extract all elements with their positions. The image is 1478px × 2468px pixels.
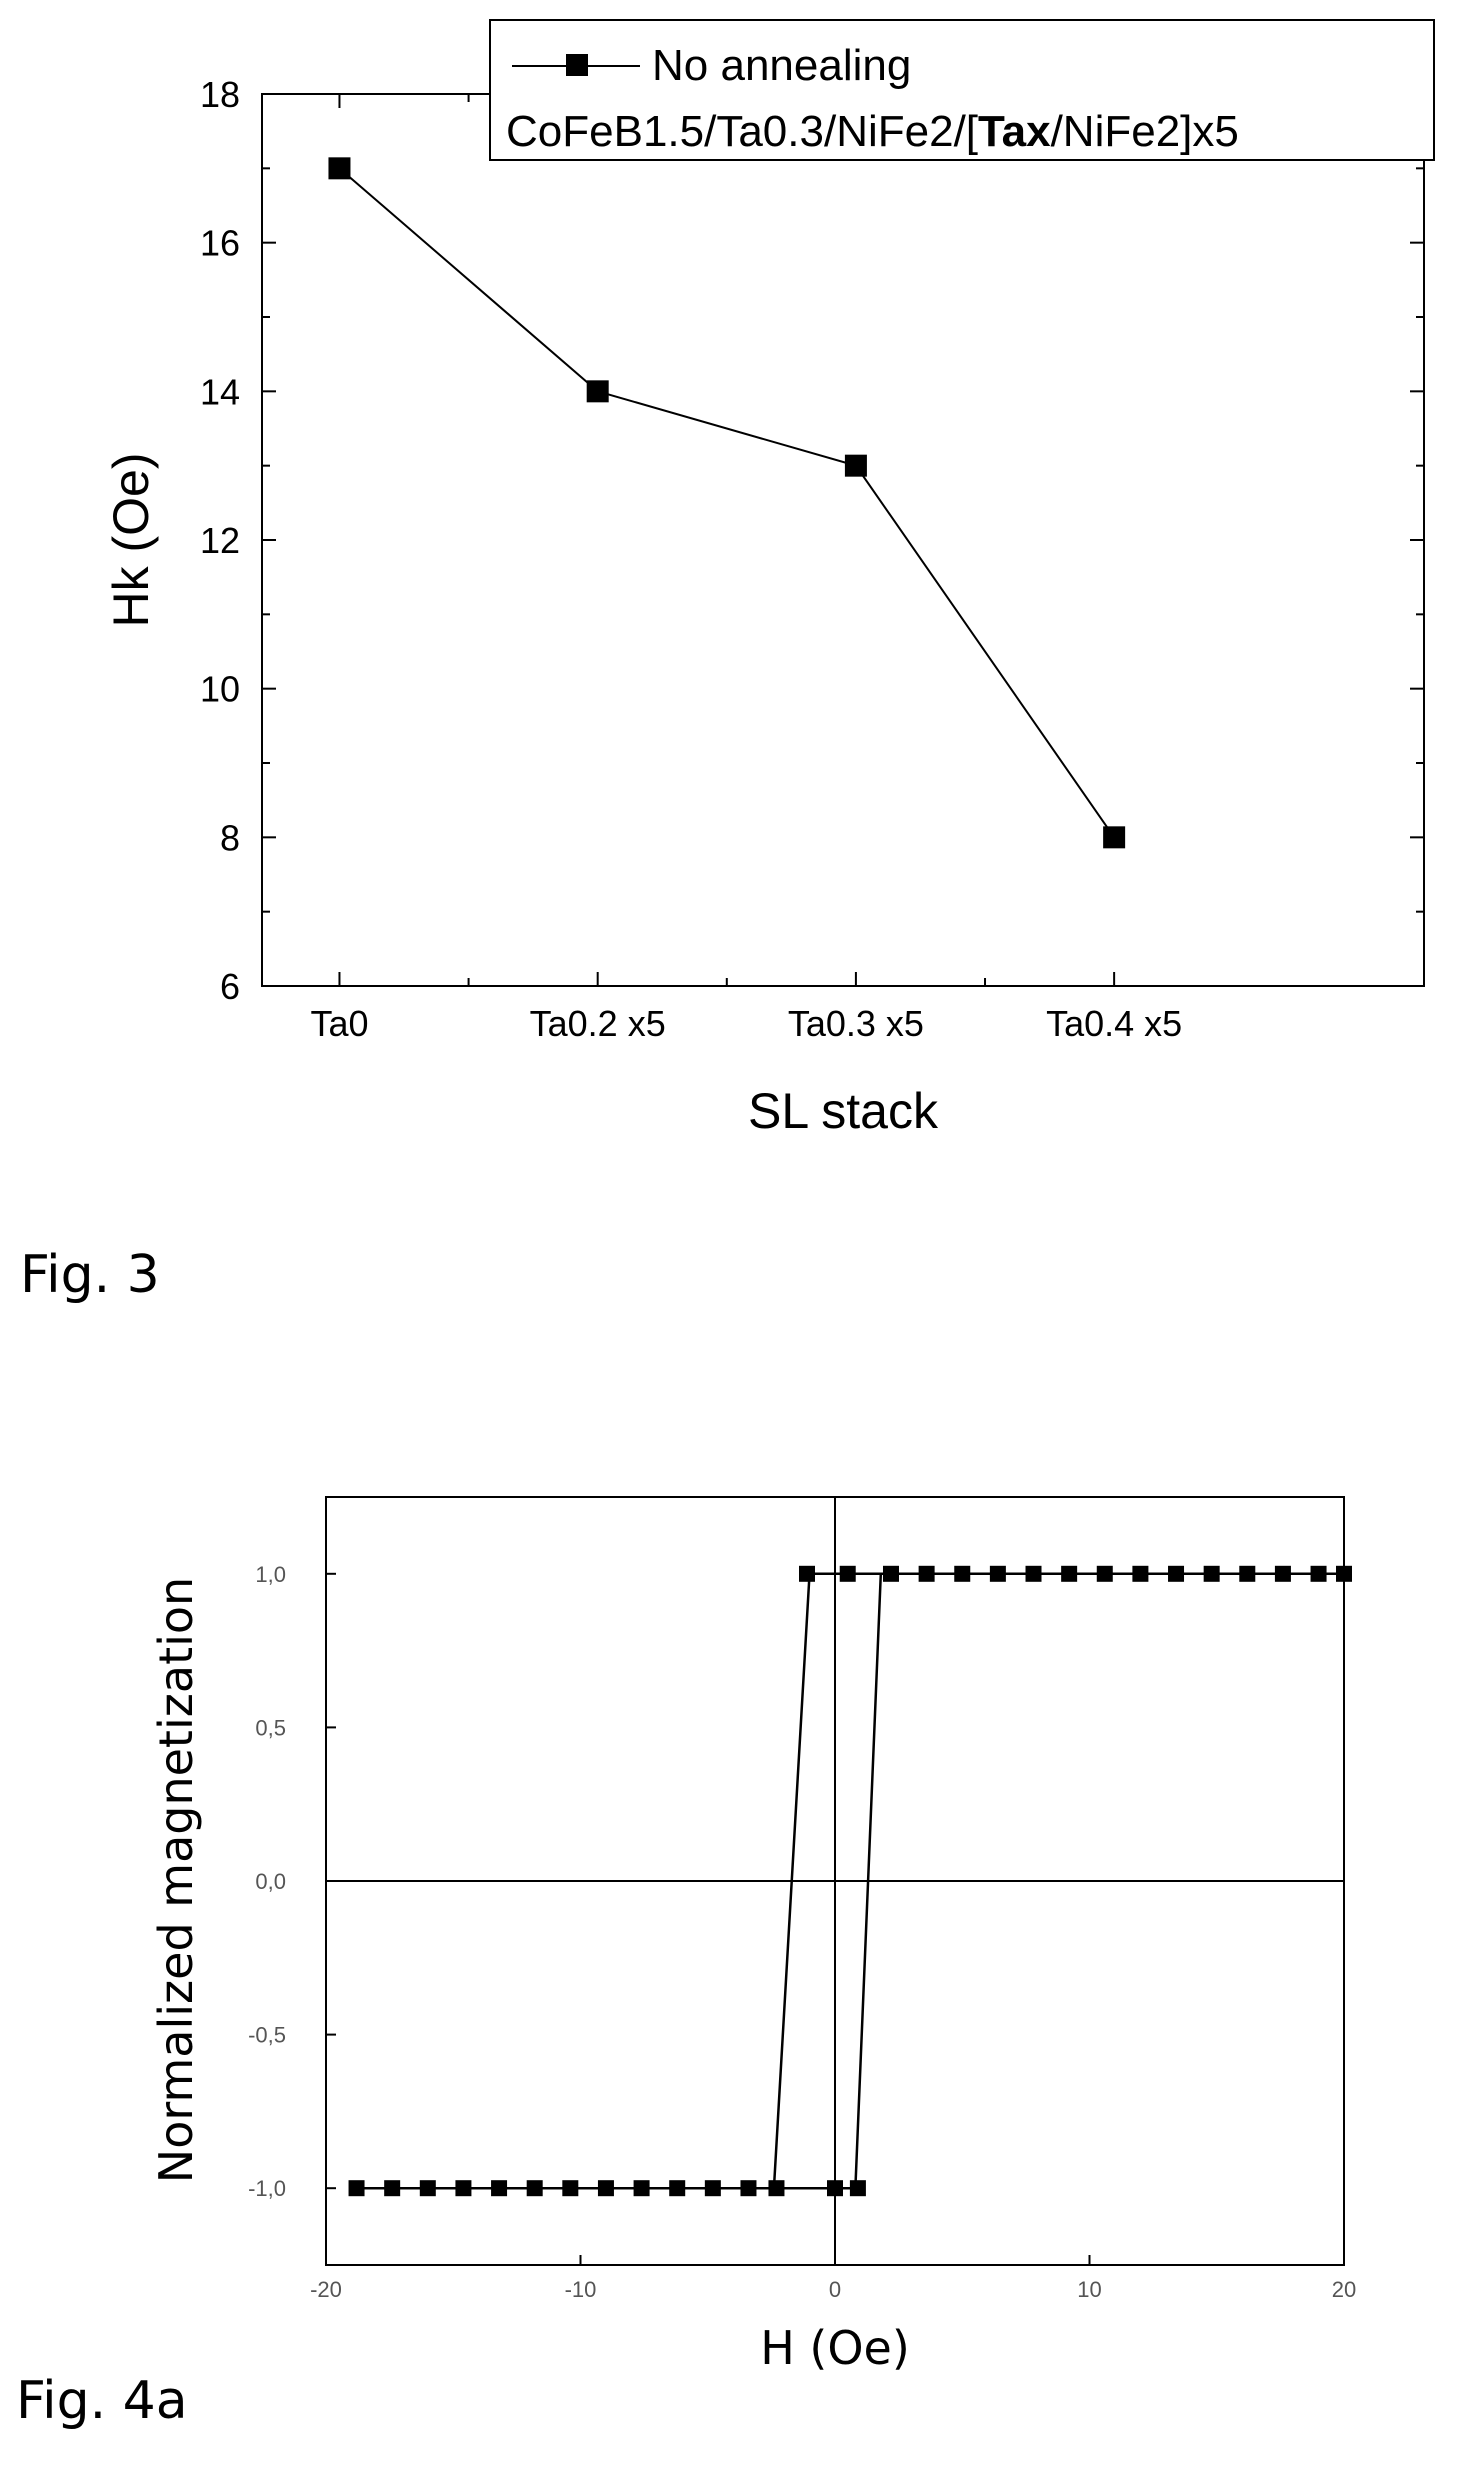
- x-tick-label: -20: [310, 2277, 342, 2302]
- plot-frame: [261, 93, 1425, 987]
- data-point-upper: [1203, 1565, 1220, 1582]
- x-tick-label: 0: [829, 2277, 841, 2302]
- figure-3-caption: Fig. 3: [20, 1245, 160, 1305]
- legend-stack-suffix: /NiFe2]x5: [1051, 107, 1239, 156]
- legend-stack-prefix: CoFeB1.5/Ta0.3/NiFe2/[: [506, 107, 978, 156]
- data-point-upper: [989, 1565, 1006, 1582]
- legend-stack-bold: Tax: [978, 107, 1051, 156]
- x-tick-label: Ta0: [310, 1003, 368, 1044]
- x-tick-label: Ta0.3 x5: [788, 1003, 924, 1044]
- data-point-upper: [954, 1565, 971, 1582]
- figure-4a-chart: 1,0 0,5 0,0 -0,5 -1,0 -20 -10 0 10 20 Normalized…: [149, 1496, 1356, 2375]
- data-point-upper: [1025, 1565, 1042, 1582]
- data-point-lower: [384, 2180, 401, 2197]
- legend-box: [489, 19, 1435, 161]
- legend-series-label: No annealing: [652, 41, 911, 90]
- x-axis-4a: -20 -10 0 10 20: [310, 2255, 1356, 2302]
- data-point-upper: [1274, 1565, 1291, 1582]
- data-point-upper: [1310, 1565, 1327, 1582]
- data-point-lower: [849, 2180, 866, 2197]
- y-tick-label: 12: [200, 520, 240, 561]
- y-tick-label: 18: [200, 74, 240, 115]
- y-tick-label: -1,0: [248, 2176, 286, 2201]
- x-tick-label: Ta0.4 x5: [1046, 1003, 1182, 1044]
- figure-3-chart: 6 8 10 12 14 16 18 Ta0 Ta0.2 x5 Ta0.3 x5 Ta0.4 x5…: [103, 19, 1435, 1139]
- y-tick-label: 14: [200, 371, 240, 412]
- y-axis-title-4a: Normalized magnetization: [149, 1577, 203, 2183]
- legend-stack-label: CoFeB1.5/Ta0.3/NiFe2/[Tax/NiFe2]x5: [506, 107, 1239, 156]
- data-point-lower: [455, 2180, 472, 2197]
- y-axis-4a: 1,0 0,5 0,0 -0,5 -1,0: [248, 1562, 336, 2201]
- data-point-lower: [669, 2180, 686, 2197]
- legend: No annealing CoFeB1.5/Ta0.3/NiFe2/[Tax/N…: [489, 19, 1435, 161]
- data-point: [328, 157, 351, 180]
- data-point-lower: [633, 2180, 650, 2197]
- data-point-lower: [348, 2180, 365, 2197]
- legend-marker-swatch: [566, 54, 588, 76]
- y-tick-label: 0,0: [255, 1869, 286, 1894]
- x-tick-label: -10: [565, 2277, 597, 2302]
- data-point-lower: [704, 2180, 721, 2197]
- data-point-upper: [1061, 1565, 1078, 1582]
- data-point: [844, 454, 867, 477]
- data-point-upper: [839, 1565, 856, 1582]
- data-point: [586, 380, 609, 403]
- data-point-lower: [419, 2180, 436, 2197]
- x-axis: Ta0 Ta0.2 x5 Ta0.3 x5 Ta0.4 x5: [310, 94, 1182, 1044]
- x-tick-label: Ta0.2 x5: [530, 1003, 666, 1044]
- y-axis-title: Hk (Oe): [103, 453, 159, 628]
- data-point-lower: [827, 2180, 843, 2197]
- y-tick-label: 10: [200, 669, 240, 710]
- data-point-lower: [740, 2180, 757, 2197]
- series-markers: [328, 157, 1126, 849]
- y-tick-label: 0,5: [255, 1715, 286, 1740]
- hysteresis-markers: [348, 1565, 1352, 2197]
- series-line-no-annealing: [338, 167, 1115, 838]
- data-point-upper: [1168, 1565, 1185, 1582]
- data-point-lower: [491, 2180, 508, 2197]
- data-point-upper: [1336, 1565, 1352, 1582]
- x-axis-title-4a: H (Oe): [760, 2321, 910, 2375]
- data-point-upper: [882, 1565, 899, 1582]
- data-point: [1103, 826, 1126, 849]
- data-point-lower: [562, 2180, 579, 2197]
- data-point-upper: [918, 1565, 935, 1582]
- data-point-lower: [768, 2180, 785, 2197]
- data-point-upper: [1239, 1565, 1256, 1582]
- x-tick-label: 10: [1077, 2277, 1101, 2302]
- data-point-lower: [597, 2180, 614, 2197]
- y-tick-label: 16: [200, 223, 240, 264]
- zero-axes: [326, 1497, 1344, 2265]
- data-point-upper: [1096, 1565, 1113, 1582]
- data-point-lower: [526, 2180, 543, 2197]
- x-tick-label: 20: [1332, 2277, 1356, 2302]
- y-tick-label: 6: [220, 966, 240, 1007]
- y-tick-label: 8: [220, 817, 240, 858]
- y-tick-label: -0,5: [248, 2023, 286, 2048]
- y-tick-label: 1,0: [255, 1562, 286, 1587]
- data-point-upper: [1132, 1565, 1149, 1582]
- data-point-upper: [799, 1565, 816, 1582]
- figure-4a-caption: Fig. 4a: [16, 2371, 188, 2431]
- x-axis-title: SL stack: [748, 1083, 939, 1139]
- y-axis: 6 8 10 12 14 16 18: [200, 74, 1424, 1007]
